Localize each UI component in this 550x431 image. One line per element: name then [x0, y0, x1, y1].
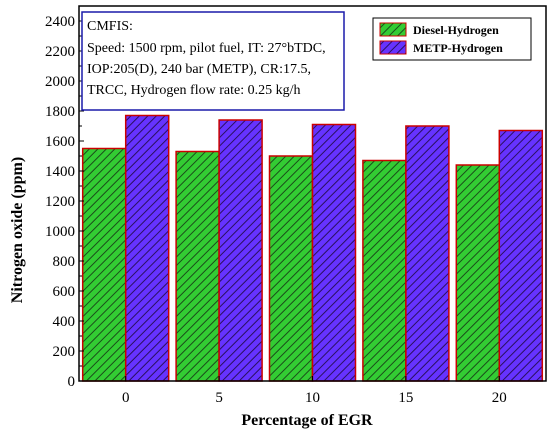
x-axis-title: Percentage of EGR: [241, 412, 373, 429]
x-axis: 0 5 10 15 20: [122, 376, 507, 406]
legend-swatch-diesel-hydrogen: [379, 22, 407, 37]
bar-diesel-hydrogen-0: [81, 147, 127, 382]
legend: Diesel-Hydrogen METP-Hydrogen: [372, 17, 532, 61]
y-tick-label: 600: [53, 284, 76, 300]
annotation-line-1: CMFIS:: [87, 19, 133, 34]
bar-metp-hydrogen-5: [218, 119, 263, 382]
y-tick-label: 1000: [45, 224, 75, 240]
bar-diesel-hydrogen-15: [362, 159, 407, 382]
y-tick-label: 1400: [45, 164, 75, 180]
y-tick-label: 1800: [45, 104, 75, 120]
y-tick-label: 2200: [45, 44, 75, 60]
y-tick-label: 2400: [45, 14, 75, 30]
bars-group: [81, 114, 544, 382]
y-axis: 0 200 400 600 800 1000 1200 1400 1600 1800 2000 220…: [45, 14, 84, 390]
annotation-border: [81, 11, 345, 111]
annotation-line-3: IOP:205(D), 240 bar (METP), CR:17.5,: [87, 62, 311, 77]
annotation-line-2: Speed: 1500 rpm, pilot fuel, IT: 27°bTDC…: [87, 41, 326, 56]
x-tick-label: 20: [492, 390, 507, 406]
bar-metp-hydrogen-15: [405, 125, 450, 382]
bar-diesel-hydrogen-10: [268, 155, 314, 382]
annotation-box: CMFIS: Speed: 1500 rpm, pilot fuel, IT: …: [81, 11, 345, 111]
x-tick-label: 10: [305, 390, 320, 406]
bar-metp-hydrogen-10: [311, 123, 357, 382]
y-tick-label: 2000: [45, 74, 75, 90]
y-tick-label: 1600: [45, 134, 75, 150]
x-tick-label: 5: [215, 390, 223, 406]
annotation-line-4: TRCC, Hydrogen flow rate: 0.25 kg/h: [87, 83, 300, 98]
bar-diesel-hydrogen-20: [455, 164, 501, 382]
legend-swatch-metp-hydrogen: [379, 40, 407, 55]
y-axis-title: Nitrogen oxide (ppm): [9, 157, 26, 303]
y-tick-label: 200: [53, 344, 76, 360]
y-tick-label: 0: [68, 374, 76, 390]
y-tick-label: 1200: [45, 194, 75, 210]
bar-diesel-hydrogen-5: [175, 150, 220, 382]
y-tick-label: 800: [53, 254, 76, 270]
bar-metp-hydrogen-0: [124, 114, 170, 382]
x-tick-label: 0: [122, 390, 130, 406]
legend-label-diesel-hydrogen: Diesel-Hydrogen: [413, 23, 499, 37]
legend-label-metp-hydrogen: METP-Hydrogen: [413, 41, 503, 55]
y-tick-label: 400: [53, 314, 76, 330]
x-tick-label: 15: [398, 390, 413, 406]
bar-metp-hydrogen-20: [498, 129, 544, 382]
